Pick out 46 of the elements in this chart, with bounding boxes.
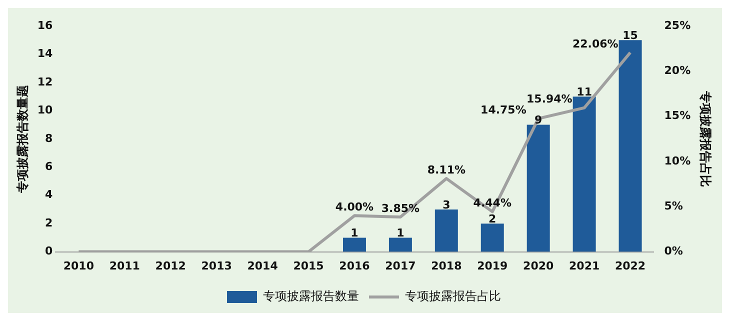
data-label: 4.44% [473,196,512,210]
y2-tick-label: 20% [664,64,691,78]
y2-tick-label: 25% [664,18,691,32]
legend-label: 专项披露报告数量 [263,289,359,304]
y-tick-label: 10 [37,104,54,117]
data-label: 2 [488,212,496,226]
data-label: 11 [576,85,592,98]
y2-tick-label: 10% [664,154,691,168]
x-tick-label: 2018 [431,259,462,272]
y-tick-label: 6 [45,160,54,173]
y-axis-title: 专项披露报告数量题 [15,84,30,194]
x-tick-label: 2017 [385,259,416,272]
data-label: 9 [534,114,542,127]
legend-label: 专项披露报告占比 [405,289,501,304]
y-tick-label: 4 [45,188,54,202]
y-tick-label: 16 [37,18,54,32]
data-label: 22.06% [572,37,618,50]
y2-tick-label: 15% [664,109,691,122]
x-tick-label: 2013 [201,259,232,272]
data-label: 14.75% [480,103,526,116]
data-label: 3 [442,198,450,212]
x-tick-label: 2019 [477,259,508,272]
x-tick-label: 2010 [63,259,94,272]
y-tick-label: 2 [45,216,53,230]
x-tick-label: 2015 [293,259,324,272]
data-label: 1 [396,226,404,240]
x-tick-label: 2014 [247,259,278,272]
x-tick-label: 2011 [109,259,140,272]
data-label: 3.85% [381,202,420,215]
x-tick-label: 2022 [614,259,646,272]
y-tick-label: 8 [45,132,53,145]
y-tick-label: 12 [37,75,53,88]
x-tick-label: 2012 [155,259,186,272]
data-label: 1 [350,226,358,240]
y2-tick-label: 5% [664,200,683,212]
y2-tick-label: 0% [664,244,683,258]
y-tick-label: 14 [37,47,54,60]
x-tick-label: 2020 [523,259,554,272]
x-tick-label: 2021 [569,259,600,272]
data-label: 15 [622,28,638,42]
x-tick-label: 2016 [339,259,370,272]
y2-axis-title: 专项披露报告占比 [698,90,713,187]
data-label: 4.00% [335,200,374,214]
data-label: 8.11% [427,163,466,176]
data-label: 15.94% [526,92,572,106]
y-tick-label: 0 [45,244,54,258]
